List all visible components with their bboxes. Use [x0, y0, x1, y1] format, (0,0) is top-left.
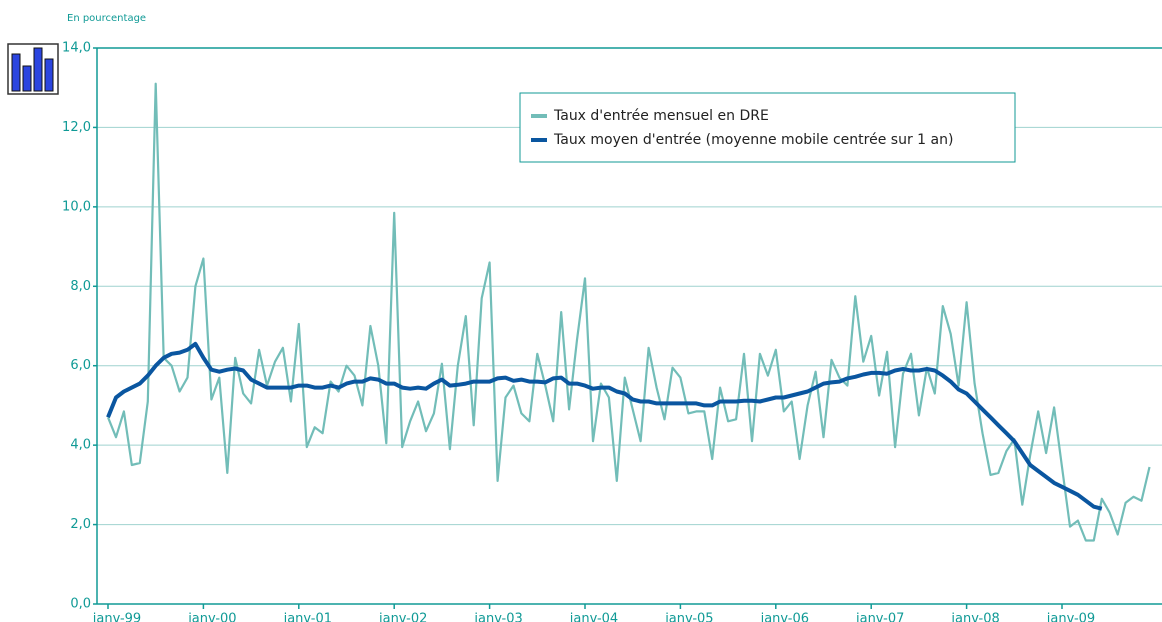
unit-label: En pourcentage [67, 13, 146, 24]
y-tick-label: 10,0 [62, 199, 91, 214]
x-tick-label: janv-08 [950, 612, 999, 622]
x-tick-label: janv-02 [378, 612, 427, 622]
legend-label: Taux moyen d'entrée (moyenne mobile cent… [553, 132, 953, 148]
x-tick-label: janv-00 [187, 612, 236, 622]
x-tick-label: janv-09 [1046, 612, 1095, 622]
chart-icon[interactable] [7, 43, 59, 95]
y-tick-label: 8,0 [70, 279, 91, 294]
x-tick-label: janv-01 [283, 612, 332, 622]
y-tick-label: 12,0 [62, 120, 91, 135]
x-tick-label: janv-03 [473, 612, 522, 622]
y-tick-label: 4,0 [70, 438, 91, 453]
x-tick-label: janv-99 [92, 612, 141, 622]
y-tick-label: 2,0 [70, 517, 91, 532]
x-tick-label: janv-06 [760, 612, 809, 622]
x-tick-label: janv-04 [569, 612, 618, 622]
legend: Taux d'entrée mensuel en DRE Taux moyen d… [519, 92, 1016, 163]
series-line [106, 341, 1103, 511]
y-tick-label: 14,0 [62, 41, 91, 56]
x-tick-label: janv-07 [855, 612, 904, 622]
x-tick-label: janv-05 [664, 612, 713, 622]
series-line [106, 82, 1151, 542]
legend-label: Taux d'entrée mensuel en DRE [553, 108, 769, 124]
y-tick-label: 0,0 [70, 597, 91, 612]
y-tick-label: 6,0 [70, 358, 91, 373]
